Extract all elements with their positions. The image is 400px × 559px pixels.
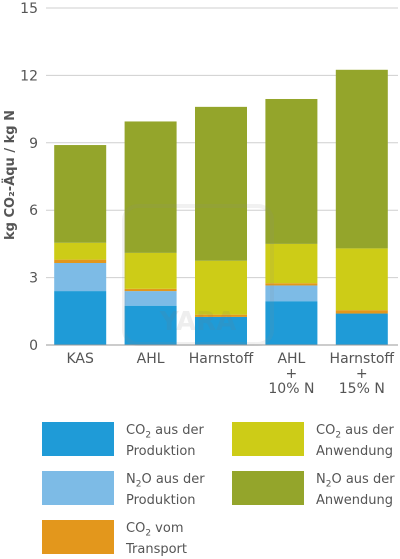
bar-segment-1-3: [54, 259, 107, 263]
legend-label-c1-3: CO2 vom Transport: [126, 521, 188, 557]
bar-segment-3-3: [195, 314, 247, 317]
bar-segment-5-4: [335, 248, 388, 311]
x-category-label: Harnstoff: [189, 351, 254, 367]
x-category-label: AHL: [137, 351, 165, 367]
watermark-frame: [122, 204, 274, 346]
legend-swatch-c2-1: [232, 422, 304, 456]
x-category-label: AHL +10% N: [268, 351, 314, 397]
bar-segment-5-3: [335, 310, 388, 314]
bar-segment-1-5: [54, 145, 107, 243]
y-axis-label: kg CO₂-Äqu / kg N: [2, 110, 18, 240]
legend-label-c1-1: CO2 aus der Produktion: [126, 423, 204, 459]
bar-segment-4-1: [265, 301, 318, 345]
bar-segment-4-5: [265, 98, 318, 244]
bar-segment-1-2: [54, 262, 107, 292]
x-category-label: Harnstoff +15% N: [330, 351, 395, 397]
bar-segment-2-4: [124, 252, 177, 289]
bar-segment-4-4: [265, 243, 318, 284]
bars: [54, 69, 388, 345]
x-category-label: KAS: [66, 351, 94, 367]
bar-segment-2-2: [124, 291, 177, 306]
x-category-labels: KAS AHL Harnstoff AHL +10% N Harnstoff +15% N: [66, 351, 394, 397]
legend-swatch-c1-2: [42, 471, 114, 505]
legend-swatch-c1-1: [42, 422, 114, 456]
bar-segment-4-3: [265, 283, 318, 286]
y-tick-label: 3: [29, 271, 38, 287]
y-tick-label: 9: [29, 136, 38, 152]
y-tick-label: 12: [20, 68, 38, 84]
bar-segment-1-1: [54, 291, 107, 345]
y-tick-labels: 0 3 6 9 12 15: [20, 1, 38, 354]
bar-segment-1-4: [54, 242, 107, 260]
yara-watermark: YARA: [122, 204, 274, 346]
stacked-bar-chart: 0 3 6 9 12 15 KAS AHL Harnstoff AHL +10% N Harnsto…: [2, 1, 398, 397]
bar-segment-4-2: [265, 285, 318, 302]
y-tick-label: 15: [20, 1, 38, 17]
bar-segment-5-1: [335, 313, 388, 345]
watermark-text: YARA: [159, 307, 237, 337]
bar-segment-3-1: [195, 316, 247, 345]
y-tick-label: 0: [29, 338, 38, 354]
legend-swatch-c1-3: [42, 520, 114, 554]
bar-segment-5-5: [335, 69, 388, 249]
legend-swatch-c2-2: [232, 471, 304, 505]
y-tick-label: 6: [29, 203, 38, 219]
legend-label-c2-1: CO2 aus der Anwendung: [316, 423, 394, 459]
bar-segment-3-4: [195, 260, 247, 315]
legend-label-c1-2: N2O aus der Produktion: [126, 472, 205, 508]
bar-segment-2-5: [124, 121, 177, 253]
legend-label-c2-2: N2O aus der Anwendung: [316, 472, 395, 508]
bar-segment-2-3: [124, 288, 177, 292]
bar-segment-3-5: [195, 106, 247, 261]
bar-segment-2-1: [124, 305, 177, 345]
